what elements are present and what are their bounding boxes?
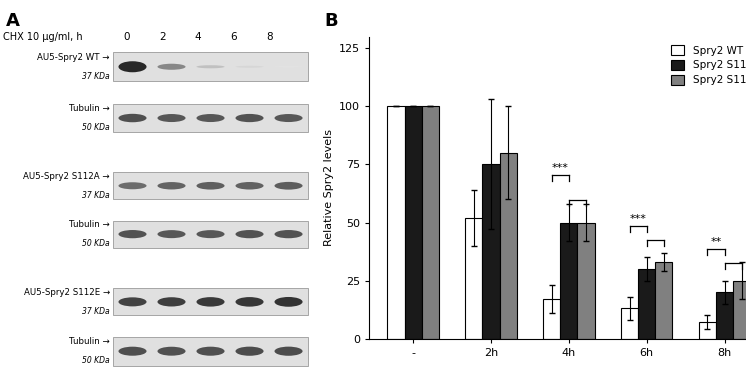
Ellipse shape: [236, 297, 263, 307]
Bar: [466, 218, 483, 339]
Text: 37 KDa: 37 KDa: [82, 72, 110, 81]
Ellipse shape: [236, 114, 263, 122]
Ellipse shape: [157, 114, 186, 122]
Ellipse shape: [236, 182, 263, 190]
Bar: [404, 106, 421, 339]
Text: 2: 2: [159, 32, 166, 42]
Text: 0: 0: [124, 32, 131, 42]
Bar: [733, 281, 746, 339]
Bar: [699, 322, 716, 339]
Text: ***: ***: [630, 214, 647, 224]
Bar: [483, 164, 500, 339]
Ellipse shape: [236, 347, 263, 356]
Ellipse shape: [196, 65, 225, 68]
Text: CHX 10 μg/ml, h: CHX 10 μg/ml, h: [3, 32, 83, 42]
Ellipse shape: [157, 64, 186, 70]
Ellipse shape: [119, 297, 146, 307]
Text: A: A: [6, 12, 20, 30]
Text: Tubulin →: Tubulin →: [69, 337, 110, 346]
Ellipse shape: [236, 230, 263, 238]
Bar: [543, 299, 560, 339]
Ellipse shape: [119, 114, 146, 122]
Ellipse shape: [196, 297, 225, 307]
Ellipse shape: [196, 182, 225, 190]
Ellipse shape: [196, 347, 225, 356]
Bar: [113, 221, 308, 248]
Bar: [113, 172, 308, 199]
Bar: [577, 223, 595, 339]
Bar: [113, 104, 308, 132]
Ellipse shape: [157, 297, 186, 307]
Text: 50 KDa: 50 KDa: [82, 356, 110, 365]
Bar: [113, 52, 308, 81]
Bar: [638, 269, 655, 339]
Text: AU5-Spry2 WT →: AU5-Spry2 WT →: [37, 53, 110, 62]
Legend: Spry2 WT, Spry2 S112A, Spry2 S112E: Spry2 WT, Spry2 S112A, Spry2 S112E: [668, 42, 746, 88]
Ellipse shape: [275, 182, 303, 190]
Text: 50 KDa: 50 KDa: [82, 123, 110, 132]
Bar: [500, 153, 517, 339]
Ellipse shape: [196, 114, 225, 122]
Text: 37 KDa: 37 KDa: [82, 191, 110, 200]
Y-axis label: Relative Spry2 levels: Relative Spry2 levels: [324, 129, 333, 246]
Bar: [621, 308, 638, 339]
Text: 4: 4: [195, 32, 201, 42]
Text: B: B: [325, 12, 338, 30]
Ellipse shape: [119, 61, 146, 72]
Ellipse shape: [275, 297, 303, 307]
Ellipse shape: [157, 182, 186, 190]
Bar: [716, 292, 733, 339]
Ellipse shape: [157, 347, 186, 356]
Ellipse shape: [119, 230, 146, 238]
Ellipse shape: [119, 347, 146, 356]
Ellipse shape: [157, 230, 186, 238]
Text: 8: 8: [266, 32, 272, 42]
Bar: [387, 106, 404, 339]
Ellipse shape: [275, 347, 303, 356]
Ellipse shape: [275, 230, 303, 238]
Bar: [421, 106, 439, 339]
Ellipse shape: [275, 114, 303, 122]
Text: **: **: [710, 237, 721, 247]
Text: Tubulin →: Tubulin →: [69, 220, 110, 229]
Bar: [560, 223, 577, 339]
Text: Tubulin →: Tubulin →: [69, 104, 110, 113]
Bar: [113, 337, 308, 366]
Ellipse shape: [275, 66, 303, 67]
Ellipse shape: [119, 182, 146, 189]
Text: ***: ***: [552, 163, 568, 173]
Text: 6: 6: [231, 32, 237, 42]
Text: AU5-Spry2 S112A →: AU5-Spry2 S112A →: [23, 171, 110, 181]
Text: AU5-Spry2 S112E →: AU5-Spry2 S112E →: [24, 288, 110, 297]
Bar: [113, 288, 308, 315]
Ellipse shape: [236, 66, 263, 68]
Ellipse shape: [196, 230, 225, 238]
Bar: [655, 262, 672, 339]
Text: 50 KDa: 50 KDa: [82, 239, 110, 248]
Text: 37 KDa: 37 KDa: [82, 307, 110, 316]
